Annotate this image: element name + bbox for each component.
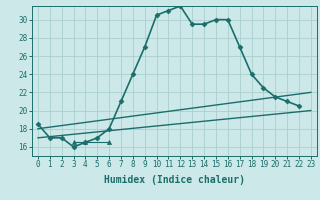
X-axis label: Humidex (Indice chaleur): Humidex (Indice chaleur)	[104, 175, 245, 185]
